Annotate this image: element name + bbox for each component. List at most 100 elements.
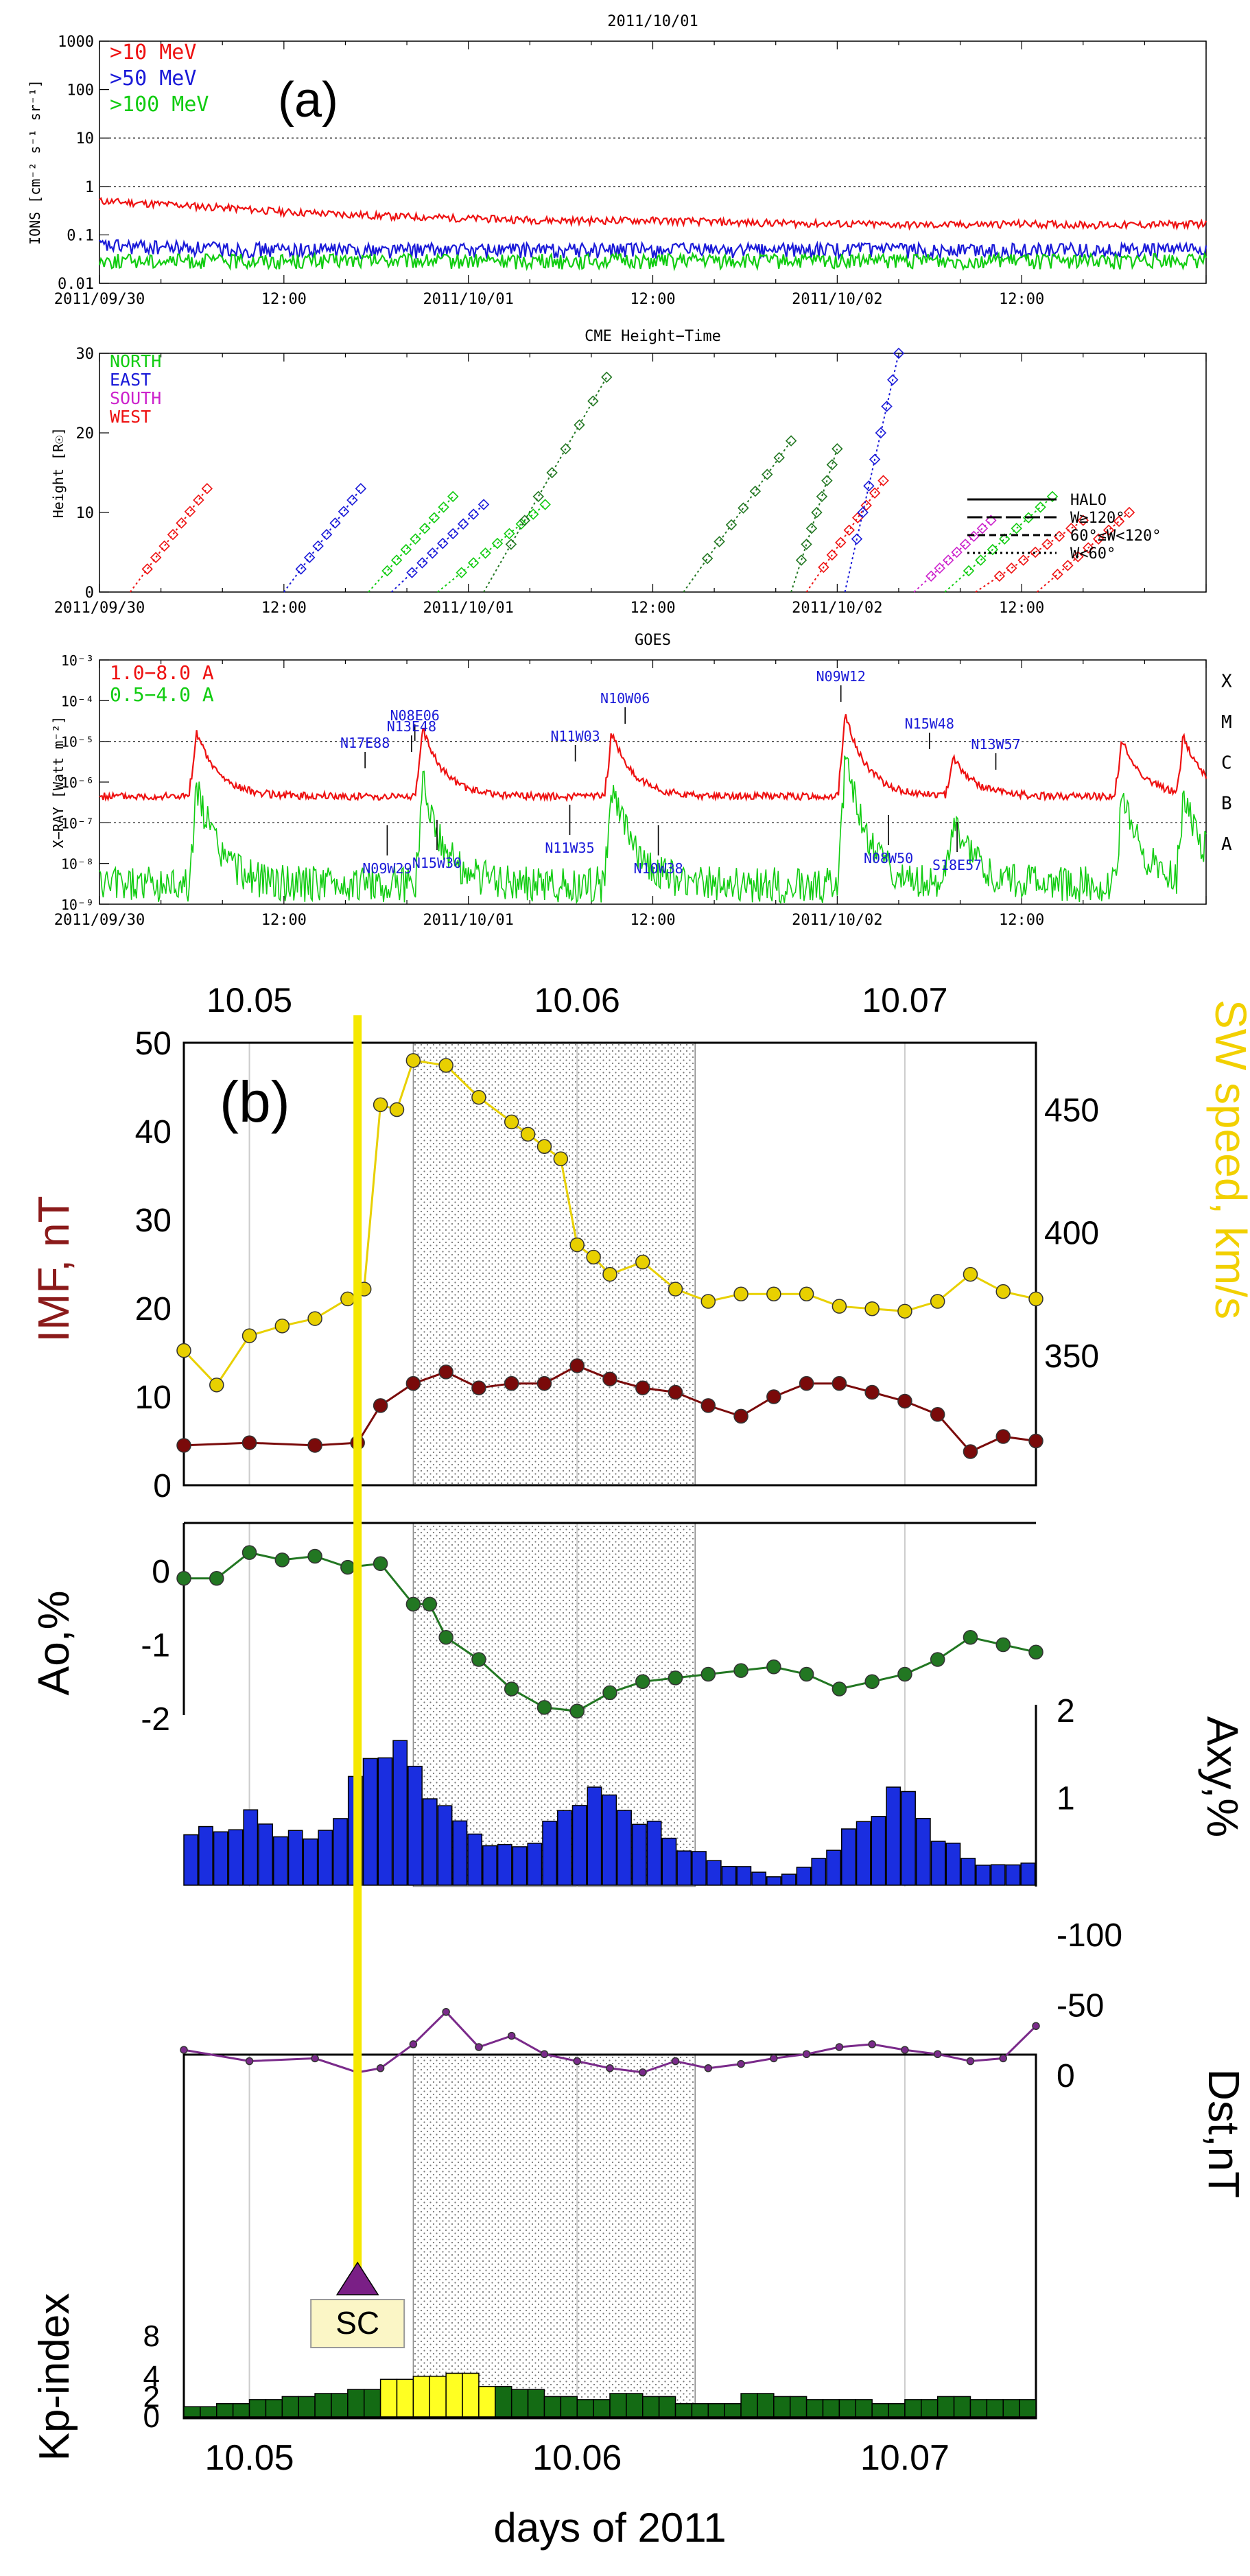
sw-speed-point [307, 1311, 322, 1326]
sw-speed-point [586, 1249, 601, 1265]
sw-speed-point [602, 1266, 617, 1282]
cme-point [835, 536, 847, 549]
sw-speed-point [668, 1281, 683, 1297]
sw-speed-point [471, 1089, 486, 1105]
cme-track-west [805, 475, 889, 593]
kp-bar [412, 2376, 431, 2418]
sw-speed-point [274, 1319, 290, 1334]
cme-point [951, 546, 963, 558]
cme-point [303, 552, 316, 563]
sw-axis-label: SW speed, km/s [1206, 1000, 1250, 1319]
cme-legend-region: SOUTH [110, 388, 161, 408]
cme-fit-line [790, 448, 838, 593]
axy-bar [198, 1825, 213, 1886]
flare-label: N11W03 [550, 728, 600, 744]
axy-bar [706, 1860, 722, 1886]
ao-point [864, 1674, 880, 1689]
sw-speed-point [700, 1294, 716, 1309]
cme-point [875, 427, 887, 439]
axy-bar [661, 1837, 677, 1886]
axy-bar [272, 1836, 288, 1886]
ao-point [405, 1596, 421, 1612]
cme-point [532, 491, 544, 503]
kp-bar [379, 2378, 398, 2418]
sw-ytick-label: 400 [1044, 1216, 1099, 1252]
cme-point [601, 371, 613, 383]
imf-point [668, 1384, 683, 1400]
axy-bar [287, 1830, 303, 1886]
kp-bar [298, 2396, 316, 2418]
imf-shaded-interval [412, 1042, 696, 1486]
cme-point [1006, 562, 1017, 574]
cme-point [201, 482, 213, 495]
kp-axis-label: Kp-index [31, 2293, 78, 2461]
ao-axis-label: Ao,% [29, 1591, 78, 1696]
cme-fit-line [975, 519, 1084, 593]
cme-fit-line [390, 504, 484, 593]
cme-point [1022, 512, 1035, 523]
cme-point [925, 570, 937, 582]
ao-point [1028, 1644, 1043, 1659]
kp-ytick-label: 0 [143, 2400, 160, 2434]
cme-point [546, 466, 558, 479]
cme-ytick-label: 30 [76, 346, 95, 363]
imf-point [471, 1380, 486, 1395]
dst-point [802, 2050, 811, 2058]
cme-point [491, 537, 504, 550]
cme-point [843, 524, 855, 536]
goes-ytick-label: 10⁻⁸ [61, 856, 94, 873]
sc-marker-icon [335, 2261, 379, 2295]
cme-point [975, 554, 987, 566]
cme-point [963, 565, 975, 577]
imf-point [438, 1364, 453, 1380]
sw-speed-point [766, 1286, 781, 1301]
kp-bar [396, 2378, 414, 2418]
cme-track-east [844, 347, 905, 593]
sw-speed-point [963, 1266, 978, 1282]
bottom-x-tick-label: 10.06 [532, 2438, 622, 2478]
cme-point [528, 508, 539, 520]
sw-speed-point [864, 1301, 880, 1316]
goes-short-series [99, 755, 1207, 904]
axy-bar [871, 1816, 886, 1886]
axy-bar [213, 1831, 228, 1886]
kp-bar [593, 2399, 611, 2418]
ao-point [536, 1700, 552, 1715]
kp-bar [658, 2396, 676, 2418]
imf-point [569, 1358, 585, 1373]
bottom-x-tick-label: 10.07 [860, 2438, 950, 2478]
ao-point [340, 1559, 355, 1575]
flare-label: N08W50 [864, 850, 913, 866]
axy-bar [781, 1874, 797, 1886]
cme-point [959, 539, 971, 550]
kp-bar [248, 2399, 267, 2418]
dst-point [475, 2043, 483, 2051]
axy-bar [796, 1867, 812, 1886]
time-tick-label: 2011/10/02 [792, 912, 882, 929]
imf-point [963, 1444, 978, 1459]
imf-point [995, 1429, 1011, 1444]
ao-point [307, 1548, 322, 1564]
flare-label: N13E48 [387, 718, 436, 735]
kp-bar [724, 2403, 742, 2418]
cme-point [877, 475, 889, 486]
cme-point [893, 347, 905, 359]
axy-bar [826, 1850, 841, 1886]
cme-point [811, 506, 823, 519]
sw-speed-point [832, 1299, 847, 1314]
cme-legend-width: W≥120° [1070, 510, 1124, 527]
kp-bar [495, 2385, 512, 2418]
cme-point [355, 482, 367, 495]
cme-point [1029, 546, 1041, 558]
cme-fit-line [368, 496, 454, 593]
kp-bar [969, 2399, 988, 2418]
axy-bar [422, 1798, 438, 1886]
cme-point [1077, 515, 1089, 526]
cme-point [477, 499, 490, 510]
cme-point [406, 567, 418, 578]
ao-point [602, 1685, 617, 1701]
kp-bar [200, 2406, 217, 2418]
ions-ytick-label: 0.1 [67, 227, 94, 244]
ao-point [897, 1666, 912, 1682]
cme-track-north [944, 491, 1059, 593]
